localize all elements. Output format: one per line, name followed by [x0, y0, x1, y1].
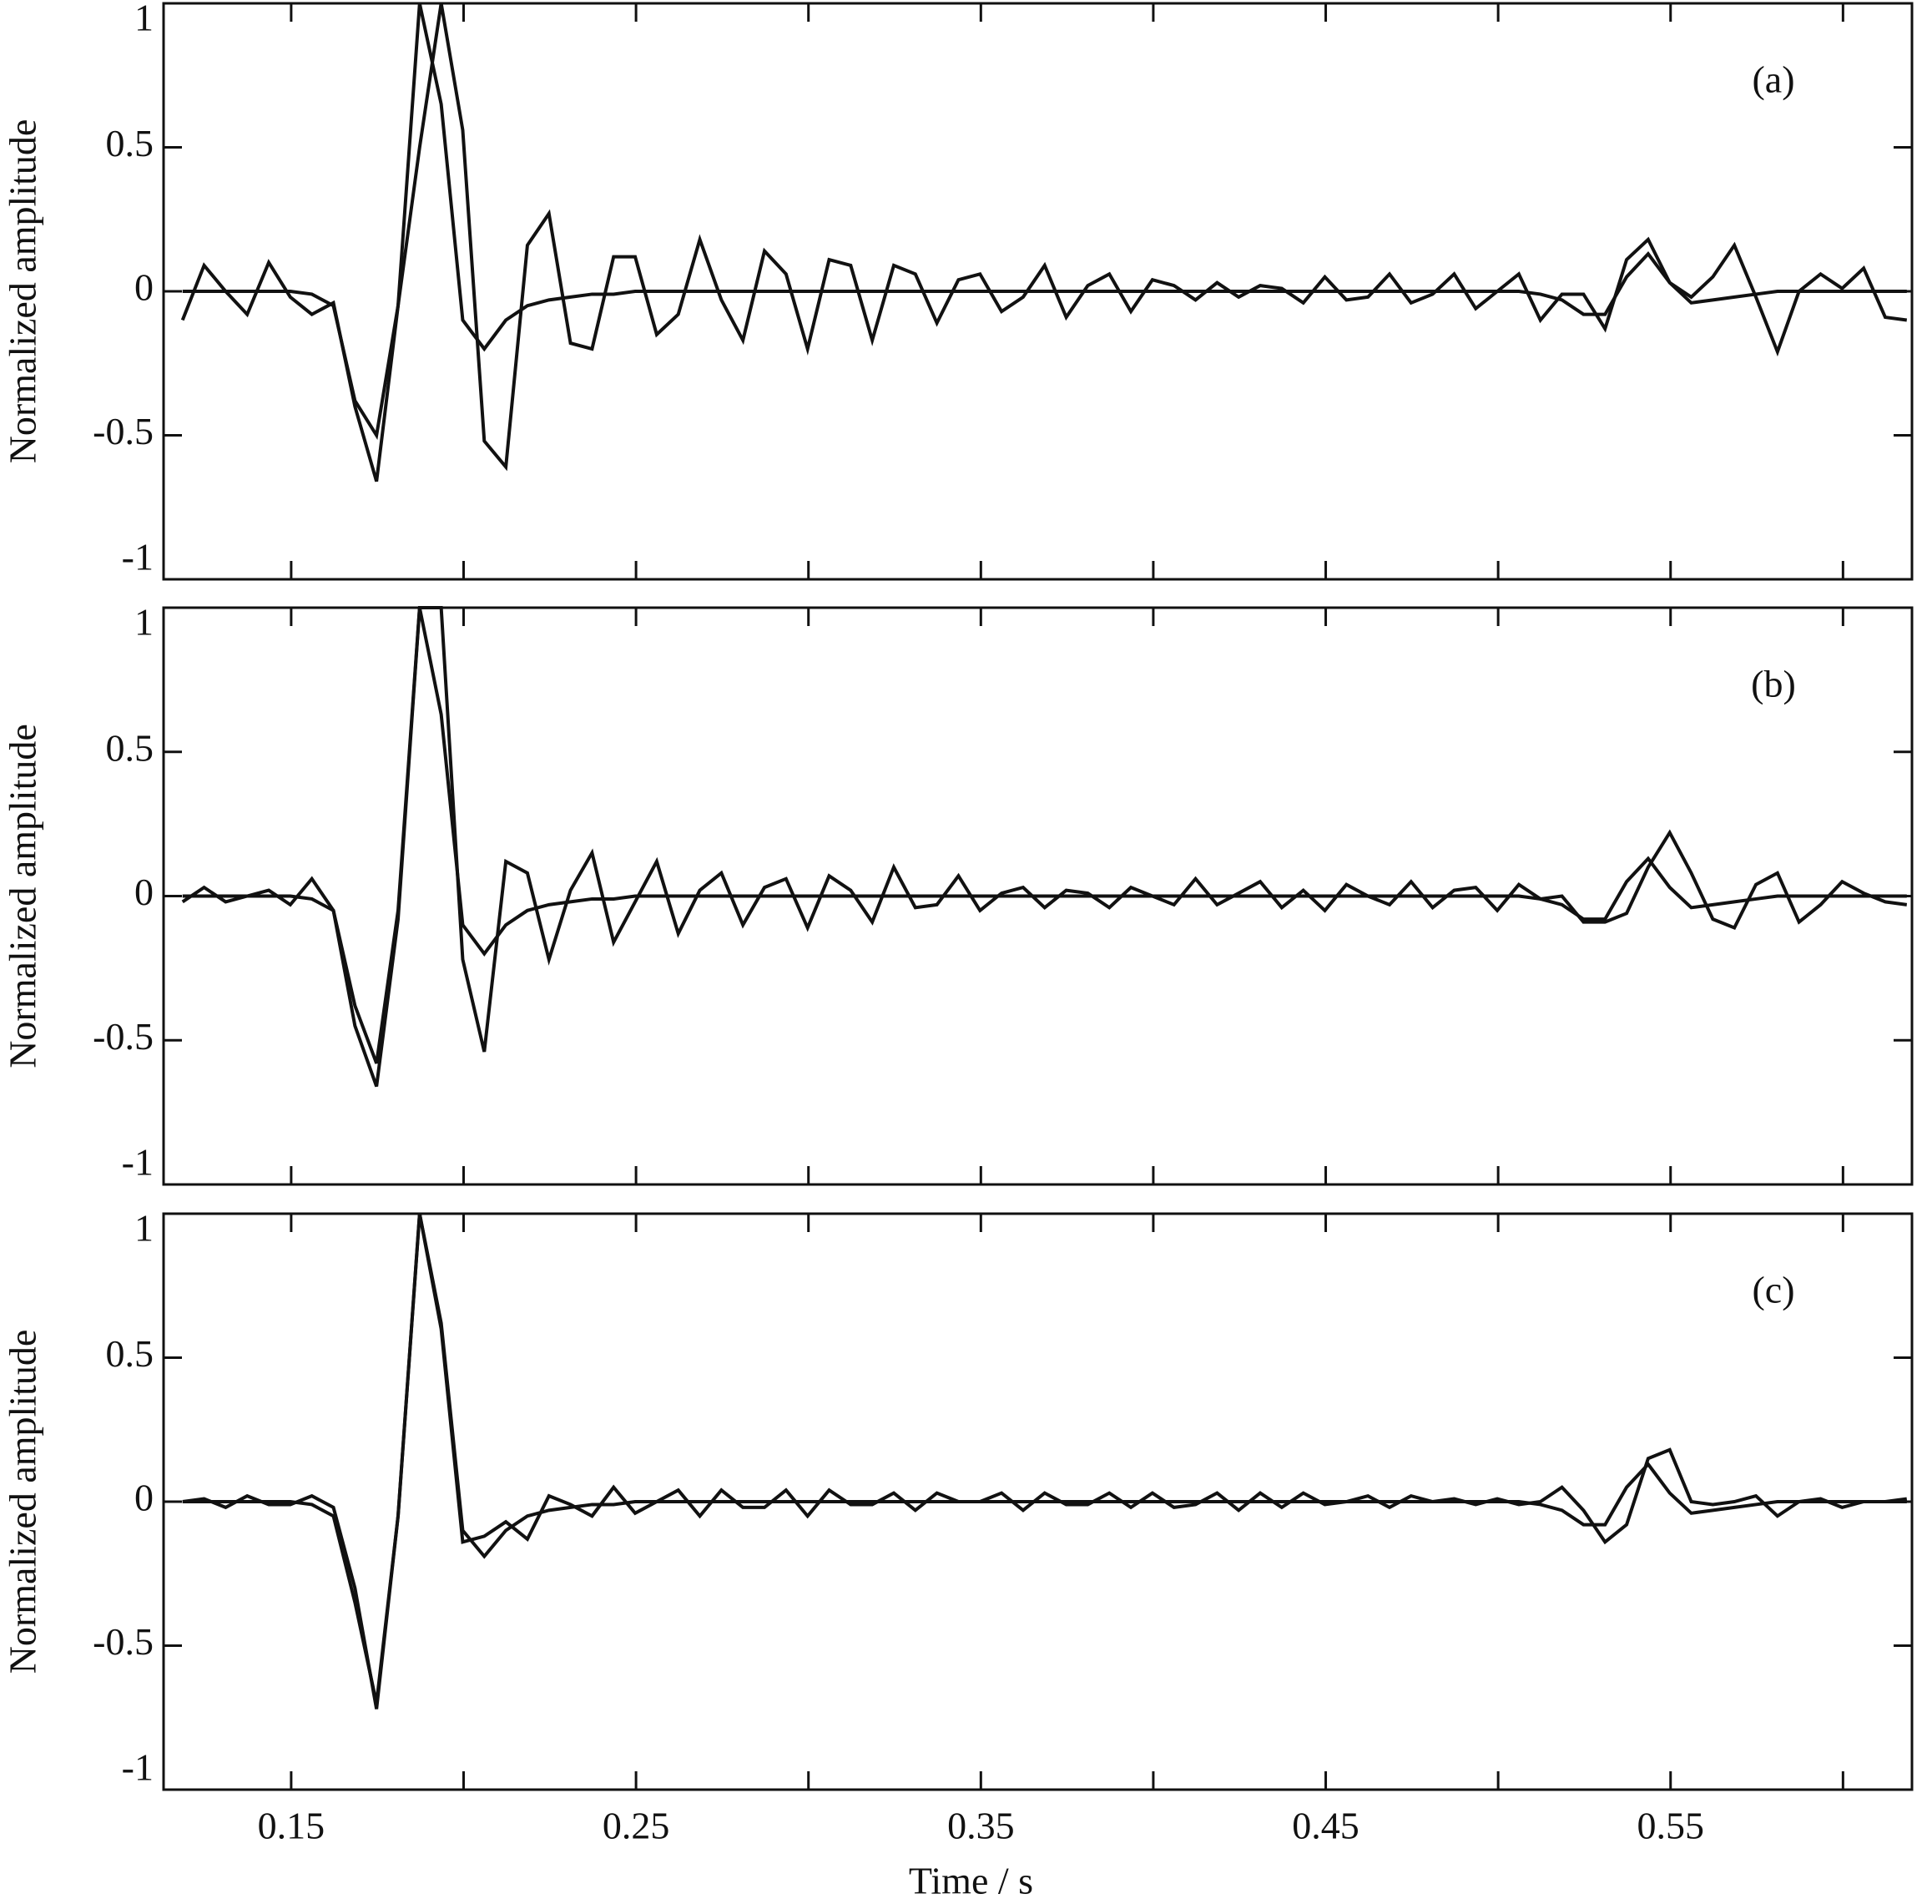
- series-line: [182, 3, 1907, 441]
- y-axis-title: Normalized amplitude: [2, 1330, 44, 1674]
- y-tick-label: -0.5: [93, 1620, 154, 1663]
- panel-label: (a): [1752, 58, 1794, 101]
- y-tick-label: 0.5: [106, 726, 154, 769]
- x-tick-label: 0.15: [258, 1805, 325, 1847]
- x-axis-title: Time / s: [909, 1860, 1033, 1902]
- y-tick-label: -1: [122, 1141, 154, 1184]
- panel-label: (b): [1751, 663, 1796, 705]
- y-tick-label: 0: [134, 871, 154, 913]
- y-tick-label: 0: [134, 1477, 154, 1519]
- y-tick-label: 1: [134, 0, 154, 39]
- y-tick-label: 0: [134, 266, 154, 309]
- panel-label: (c): [1752, 1269, 1794, 1311]
- x-tick-label: 0.45: [1292, 1805, 1359, 1847]
- y-tick-label: 1: [134, 601, 154, 644]
- series-line: [182, 607, 1907, 1064]
- y-axis-title: Normalized amplitude: [2, 119, 44, 464]
- x-tick-label: 0.25: [603, 1805, 670, 1847]
- series-line: [182, 1213, 1908, 1710]
- y-tick-label: -0.5: [93, 410, 154, 452]
- y-tick-label: -1: [122, 1746, 154, 1789]
- y-tick-label: 0.5: [106, 122, 154, 164]
- y-tick-label: 0.5: [106, 1332, 154, 1375]
- x-tick-label: 0.35: [947, 1805, 1015, 1847]
- x-tick-label: 0.55: [1637, 1805, 1704, 1847]
- y-tick-label: -1: [122, 536, 154, 578]
- y-axis-title: Normalized amplitude: [2, 724, 44, 1068]
- y-tick-label: 1: [134, 1207, 154, 1250]
- series-line: [181, 606, 1908, 1088]
- series-line: [180, 3, 1908, 482]
- y-tick-label: -0.5: [93, 1015, 154, 1058]
